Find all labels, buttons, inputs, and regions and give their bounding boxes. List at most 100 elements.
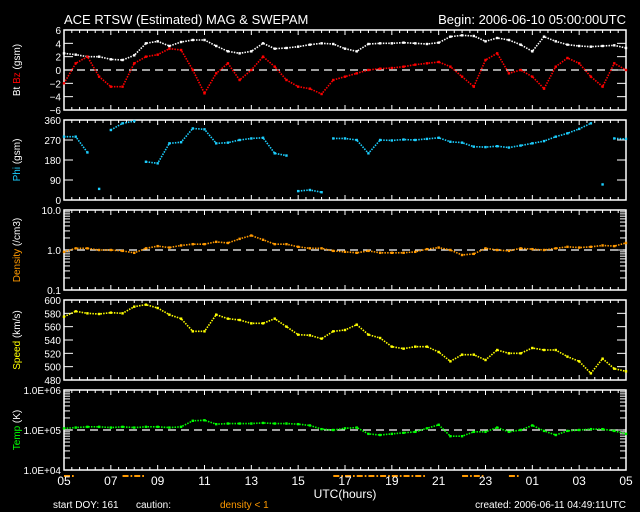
data-point (144, 42, 148, 45)
y-tick-label: −2 (50, 79, 62, 90)
data-point (390, 42, 394, 45)
data-point (367, 68, 370, 72)
data-point (320, 191, 323, 194)
data-point (566, 132, 569, 135)
data-point (308, 43, 312, 46)
data-point (296, 189, 300, 193)
data-point (496, 426, 499, 429)
data-point (343, 427, 347, 430)
data-point (320, 92, 323, 96)
data-point (332, 330, 335, 333)
data-point (378, 251, 382, 255)
data-point (133, 305, 136, 308)
data-point (308, 424, 312, 427)
data-point (449, 434, 452, 438)
data-point (554, 433, 557, 437)
y-tick-label: 0 (55, 196, 61, 207)
data-point (74, 62, 77, 65)
data-point (624, 432, 628, 436)
data-point (554, 40, 557, 43)
data-point (542, 87, 546, 90)
data-point (109, 128, 113, 132)
y-axis-label: Phi (gsm) (12, 139, 23, 182)
data-point (613, 244, 616, 248)
x-tick-label: 15 (291, 474, 305, 488)
data-point (613, 429, 616, 433)
data-point (542, 139, 546, 143)
data-point (296, 85, 300, 88)
data-point (484, 145, 487, 149)
data-point (109, 311, 113, 314)
series-trace (145, 127, 287, 165)
data-point (496, 145, 499, 148)
data-point (577, 127, 581, 131)
data-point (133, 251, 136, 255)
data-point (601, 44, 604, 48)
data-point (144, 247, 148, 250)
x-tick-label: 01 (526, 474, 540, 488)
x-tick-label: 11 (198, 474, 211, 488)
data-point (121, 122, 124, 125)
panel-temp: 1.0E+06 1.0E+05 1.0E+04 Temp (K) (12, 386, 628, 477)
data-point (238, 52, 241, 55)
data-point (613, 137, 616, 140)
data-point (261, 42, 265, 45)
data-point (414, 63, 417, 66)
data-point (601, 85, 604, 88)
y-axis-label-part: Bt (12, 86, 23, 96)
data-point (97, 248, 101, 252)
data-point (460, 34, 464, 37)
data-point (566, 43, 569, 46)
series-density (62, 234, 628, 257)
data-point (472, 85, 475, 88)
data-point (308, 334, 312, 337)
data-point (296, 333, 300, 336)
data-point (343, 75, 347, 78)
x-tick-label: 17 (338, 474, 352, 488)
data-point (402, 251, 405, 255)
data-point (355, 72, 358, 75)
y-axis-label-part: (gsm) (12, 139, 23, 165)
data-point (133, 426, 136, 429)
data-point (367, 152, 370, 155)
start-doy: start DOY: 161 (53, 500, 119, 511)
data-point (472, 430, 475, 434)
data-point (472, 145, 475, 148)
data-point (531, 75, 534, 78)
data-point (460, 353, 464, 356)
data-point (97, 312, 101, 316)
data-point (168, 246, 171, 249)
data-point (437, 41, 440, 44)
data-point (496, 36, 499, 40)
x-tick-label: 19 (385, 474, 399, 488)
data-point (390, 139, 394, 142)
data-point (273, 422, 276, 425)
data-point (238, 138, 241, 142)
data-point (109, 426, 113, 429)
data-point (589, 372, 593, 375)
data-point (144, 425, 148, 429)
data-point (156, 162, 159, 165)
data-point (378, 433, 382, 437)
data-point (414, 42, 417, 45)
data-point (250, 137, 253, 140)
data-point (320, 337, 323, 340)
data-point (226, 141, 230, 144)
data-point (62, 427, 66, 430)
data-point (215, 72, 218, 75)
x-tick-label: 05 (619, 474, 633, 488)
y-tick-label: 6 (55, 26, 61, 37)
data-point (191, 242, 194, 246)
data-point (320, 427, 323, 431)
y-tick-label: 1.0E+05 (23, 426, 61, 437)
data-point (449, 35, 452, 38)
data-point (355, 50, 358, 53)
data-point (156, 425, 159, 429)
x-tick-label: 03 (572, 474, 586, 488)
data-point (109, 85, 113, 88)
data-point (121, 312, 124, 315)
y-tick-label: −6 (50, 106, 62, 117)
data-point (507, 249, 511, 253)
data-point (109, 58, 113, 61)
data-point (613, 62, 616, 65)
